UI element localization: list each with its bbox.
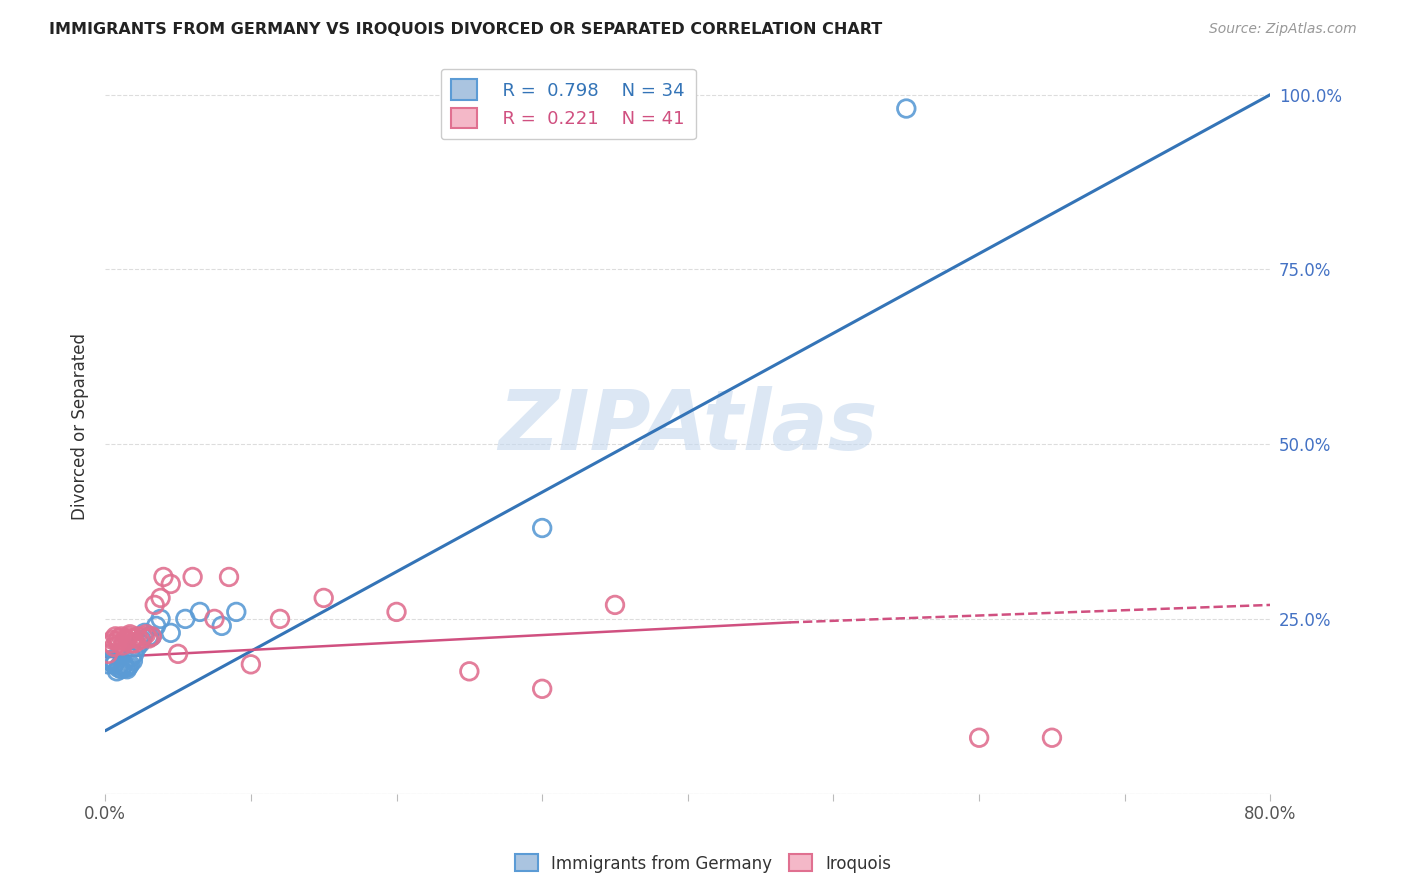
- Point: [122, 632, 145, 646]
- Point: [159, 626, 181, 640]
- Point: [531, 521, 554, 535]
- Point: [97, 657, 120, 672]
- Point: [129, 632, 152, 647]
- Point: [107, 661, 129, 675]
- Point: [132, 629, 155, 643]
- Point: [112, 634, 135, 648]
- Point: [312, 591, 335, 605]
- Point: [211, 619, 233, 633]
- Point: [108, 636, 131, 650]
- Point: [152, 570, 174, 584]
- Legend:   R =  0.798    N = 34,   R =  0.221    N = 41: R = 0.798 N = 34, R = 0.221 N = 41: [440, 69, 696, 139]
- Point: [120, 636, 142, 650]
- Point: [101, 652, 124, 666]
- Point: [111, 659, 134, 673]
- Point: [103, 657, 125, 672]
- Text: Source: ZipAtlas.com: Source: ZipAtlas.com: [1209, 22, 1357, 37]
- Point: [97, 647, 120, 661]
- Point: [181, 570, 204, 584]
- Point: [188, 605, 211, 619]
- Point: [124, 647, 146, 661]
- Point: [129, 636, 152, 650]
- Point: [108, 658, 131, 673]
- Point: [239, 657, 262, 672]
- Point: [225, 605, 247, 619]
- Point: [134, 626, 156, 640]
- Point: [114, 632, 136, 646]
- Point: [896, 102, 918, 116]
- Point: [103, 640, 125, 654]
- Point: [204, 612, 226, 626]
- Point: [107, 632, 129, 646]
- Point: [112, 657, 135, 672]
- Legend: Immigrants from Germany, Iroquois: Immigrants from Germany, Iroquois: [508, 847, 898, 880]
- Point: [118, 627, 141, 641]
- Point: [104, 655, 127, 669]
- Point: [98, 654, 121, 668]
- Point: [531, 681, 554, 696]
- Point: [141, 629, 163, 643]
- Point: [131, 632, 153, 647]
- Point: [603, 598, 626, 612]
- Point: [149, 612, 172, 626]
- Point: [117, 659, 139, 673]
- Point: [138, 632, 160, 646]
- Point: [167, 647, 190, 661]
- Point: [218, 570, 240, 584]
- Point: [269, 612, 291, 626]
- Point: [104, 629, 127, 643]
- Point: [385, 605, 408, 619]
- Point: [135, 627, 157, 641]
- Point: [174, 612, 197, 626]
- Point: [101, 632, 124, 647]
- Point: [100, 655, 122, 669]
- Point: [118, 657, 141, 672]
- Point: [100, 636, 122, 650]
- Point: [114, 661, 136, 675]
- Point: [143, 598, 166, 612]
- Point: [127, 640, 149, 654]
- Point: [122, 654, 145, 668]
- Point: [149, 591, 172, 605]
- Point: [458, 665, 481, 679]
- Point: [141, 629, 163, 643]
- Point: [105, 634, 128, 648]
- Point: [127, 629, 149, 643]
- Point: [105, 665, 128, 679]
- Point: [110, 629, 132, 643]
- Point: [117, 629, 139, 643]
- Point: [115, 662, 138, 676]
- Point: [115, 632, 138, 647]
- Point: [145, 619, 167, 633]
- Point: [1040, 731, 1063, 745]
- Point: [120, 650, 142, 665]
- Point: [967, 731, 990, 745]
- Point: [111, 639, 134, 653]
- Text: ZIPAtlas: ZIPAtlas: [498, 386, 877, 467]
- Text: IMMIGRANTS FROM GERMANY VS IROQUOIS DIVORCED OR SEPARATED CORRELATION CHART: IMMIGRANTS FROM GERMANY VS IROQUOIS DIVO…: [49, 22, 883, 37]
- Point: [110, 662, 132, 676]
- Point: [159, 577, 181, 591]
- Point: [138, 629, 160, 643]
- Point: [124, 636, 146, 650]
- Y-axis label: Divorced or Separated: Divorced or Separated: [72, 333, 89, 520]
